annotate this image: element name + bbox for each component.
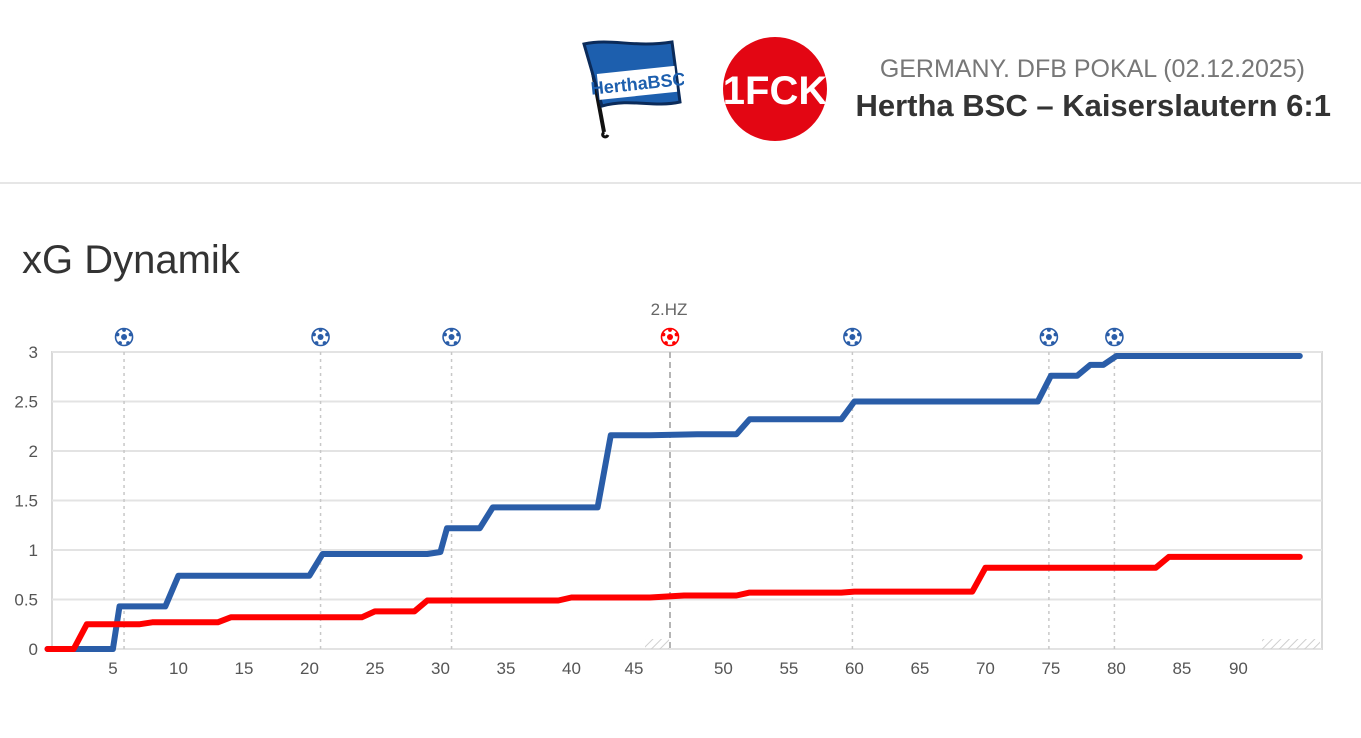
half-time-label: 2.HZ [651,300,688,319]
x-tick-label: 45 [624,659,643,678]
ball-patch [318,328,323,332]
x-tick-label: 60 [845,659,864,678]
ball-patch [1112,328,1117,332]
x-tick-label: 30 [431,659,450,678]
y-tick-label: 2.5 [14,393,38,412]
ball-patch [322,341,327,345]
ball-patch [1051,341,1055,345]
ball-patch [846,341,851,345]
y-tick-label: 0 [29,640,38,659]
y-tick-label: 0.5 [14,591,38,610]
x-tick-label: 65 [910,659,929,678]
y-tick-label: 2 [29,442,38,461]
match-header: HerthaBSC 1FCK GERMANY. DFB POKAL (02.12… [0,0,1361,184]
football-icon [311,327,330,347]
ball-patch [664,341,668,345]
match-title: Hertha BSC – Kaiserslautern 6:1 [855,88,1331,123]
x-tick-label: 40 [562,659,581,678]
ball-patch [445,341,450,345]
hertha-bsc-logo: HerthaBSC [582,40,684,139]
ball-patch [448,334,455,340]
ball-patch [1040,332,1045,337]
x-tick-label: 80 [1107,659,1126,678]
ball-patch [1047,328,1051,332]
ball-patch [314,341,319,345]
x-tick-label: 15 [234,659,253,678]
stoppage-time-first-half [645,639,669,649]
stoppage-time-second-half [1262,639,1320,649]
svg-text:1FCK: 1FCK [723,69,828,113]
ball-patch [128,332,133,337]
ball-patch [1053,332,1058,337]
axis-layer: 00.511.522.535 10 15 20 25 30 35 40 45 50 55 60 65 70… [14,300,1248,678]
ball-patch [456,332,460,337]
y-tick-label: 3 [29,343,38,362]
ball-patch [661,332,666,337]
ball-patch [122,328,126,332]
hertha-xg-line [44,353,1303,652]
x-tick-label: 5 [108,659,117,678]
ball-patch [118,341,122,345]
x-tick-label: 55 [779,659,798,678]
ball-patch [672,341,676,345]
ball-patch [849,334,856,340]
ball-patch [121,334,128,340]
x-tick-label: 20 [300,659,319,678]
x-tick-label: 10 [169,659,188,678]
football-icon [114,327,134,347]
ball-patch [317,334,324,340]
ball-patch [667,334,673,340]
ball-patch [126,341,130,345]
goal-icons-layer [114,327,1124,347]
ball-patch [443,332,447,337]
y-tick-label: 1.5 [14,492,38,511]
ball-patch [1111,334,1118,340]
ball-patch [449,328,454,332]
football-icon [1105,327,1124,347]
x-tick-label: 85 [1172,659,1191,678]
football-icon [442,327,461,347]
ball-patch [1108,341,1113,345]
x-tick-label: 35 [496,659,515,678]
ball-patch [857,332,861,337]
ball-patch [1116,341,1121,345]
chart-title: xG Dynamik [22,238,240,282]
kaiserslautern-logo: 1FCK [723,37,828,141]
ball-patch [668,328,672,332]
ball-patch [1106,332,1110,337]
x-tick-label: 70 [976,659,995,678]
x-tick-label: 50 [714,659,733,678]
ball-patch [854,341,859,345]
football-icon [1039,327,1059,347]
x-tick-label: 90 [1229,659,1248,678]
ball-patch [850,328,855,332]
series-layer [44,353,1303,652]
ball-patch [1119,332,1123,337]
x-tick-label: 25 [365,659,384,678]
x-tick-label: 75 [1041,659,1060,678]
ball-patch [1043,341,1047,345]
football-icon [843,327,862,347]
match-league-date: GERMANY. DFB POKAL (02.12.2025) [879,55,1305,83]
ball-patch [325,332,329,337]
ball-patch [1045,334,1052,340]
ball-patch [844,332,848,337]
kaiserslautern-xg-line [44,553,1303,652]
grid-layer [51,351,1323,650]
ball-patch [453,341,458,345]
ball-patch [115,332,120,337]
ball-patch [312,332,316,337]
xg-chart: 00.511.522.535 10 15 20 25 30 35 40 45 50 55 60 65 70… [14,300,1323,678]
y-tick-label: 1 [29,541,38,560]
ball-patch [674,332,679,337]
football-icon [660,327,680,347]
